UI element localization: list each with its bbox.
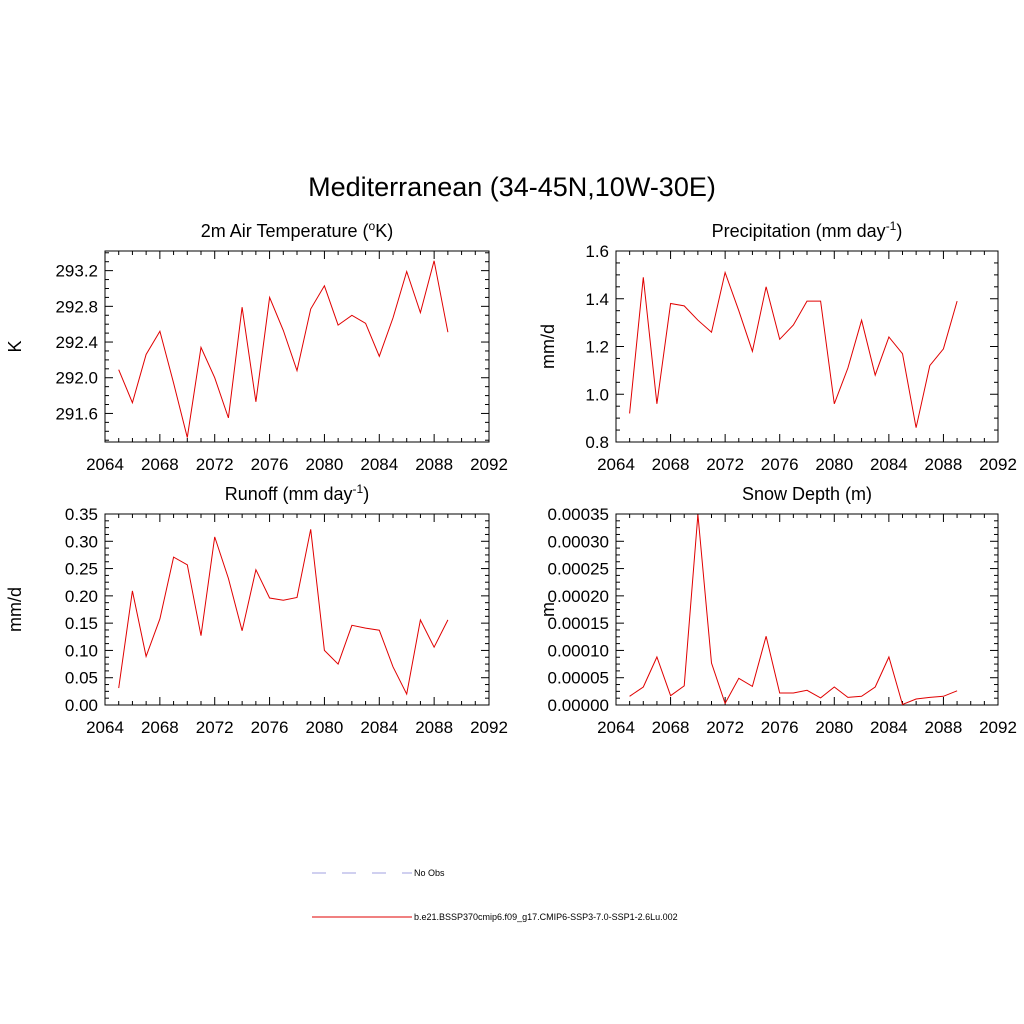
runoff-ytick-label: 0.05 [65,669,98,688]
precipitation-xtick-label: 2072 [706,455,744,474]
precipitation-ylabel: mm/d [538,324,558,369]
precipitation-title: Precipitation (mm day-1) [712,219,903,241]
runoff-frame [104,513,490,706]
runoff-ytick-label: 0.15 [65,614,98,633]
snow-depth-xtick-label: 2080 [815,718,853,737]
runoff-ytick-label: 0.00 [65,696,98,715]
snow-depth-ytick-label: 0.00030 [548,532,609,551]
runoff-xtick-label: 2092 [470,718,508,737]
runoff-xtick-label: 2072 [196,718,234,737]
snow-depth-xtick-label: 2084 [870,718,908,737]
snow-depth-ytick-label: 0.00000 [548,696,609,715]
snow-depth-ytick-label: 0.00035 [548,505,609,524]
precipitation-xtick-label: 2080 [815,455,853,474]
snow-depth-xtick-label: 2068 [652,718,690,737]
air-temperature-series-line [118,260,449,438]
air-temperature-xtick-label: 2072 [196,455,234,474]
main-title: Mediterranean (34-45N,10W-30E) [308,172,716,202]
air-temperature-panel: 2064 2068 2072 2076 2080 2084 2088 2092 291.6 292… [5,219,508,474]
runoff-xtick-label: 2088 [415,718,453,737]
snow-depth-ytick-label: 0.00020 [548,587,609,606]
air-temperature-ylabel: K [5,340,25,352]
snow-depth-ytick-label: 0.00025 [548,560,609,579]
precipitation-xtick-label: 2084 [870,455,908,474]
runoff-xtick-label: 2064 [86,718,124,737]
precipitation-panel: 2064 2068 2072 2076 2080 2084 2088 2092 0.8 1.0 1.… [538,219,1017,474]
precipitation-xtick-label: 2088 [925,455,963,474]
precipitation-xtick-label: 2092 [979,455,1017,474]
air-temperature-xtick-label: 2076 [251,455,289,474]
snow-depth-ytick-label: 0.00005 [548,669,609,688]
snow-depth-xtick-label: 2076 [761,718,799,737]
legend-label-model: b.e21.BSSP370cmip6.f09_g17.CMIP6-SSP3-7.… [414,912,678,922]
runoff-series-line [118,529,449,696]
air-temperature-ytick-label: 292.8 [55,297,98,316]
snow-depth-series-line [629,514,958,706]
snow-depth-panel: 2064 2068 2072 2076 2080 2084 2088 2092 0.00000 0… [538,484,1017,737]
runoff-xtick-label: 2084 [360,718,398,737]
air-temperature-xtick-label: 2088 [415,455,453,474]
legend: No Obs b.e21.BSSP370cmip6.f09_g17.CMIP6-… [312,868,678,922]
precipitation-ytick-label: 1.0 [585,385,609,404]
precipitation-xtick-label: 2076 [761,455,799,474]
air-temperature-title: 2m Air Temperature (oK) [201,219,393,241]
snow-depth-xtick-label: 2072 [706,718,744,737]
runoff-xtick-label: 2068 [141,718,179,737]
precipitation-ytick-label: 0.8 [585,433,609,452]
precipitation-frame [615,250,999,443]
precipitation-xtick-label: 2064 [597,455,635,474]
air-temperature-ytick-label: 292.0 [55,369,98,388]
runoff-ytick-label: 0.10 [65,641,98,660]
air-temperature-ytick-label: 293.2 [55,262,98,281]
runoff-ytick-label: 0.35 [65,505,98,524]
snow-depth-ytick-label: 0.00010 [548,641,609,660]
precipitation-ytick-label: 1.2 [585,338,609,357]
air-temperature-ytick-label: 291.6 [55,404,98,423]
snow-depth-xtick-label: 2092 [979,718,1017,737]
panels: 2064 2068 2072 2076 2080 2084 2088 2092 291.6 292… [5,219,1017,737]
snow-depth-frame [615,513,999,706]
snow-depth-ylabel: m [538,602,558,617]
runoff-ytick-label: 0.20 [65,587,98,606]
precipitation-ytick-label: 1.6 [585,242,609,261]
runoff-xtick-label: 2080 [306,718,344,737]
precipitation-series-line [629,270,958,428]
runoff-xtick-label: 2076 [251,718,289,737]
air-temperature-xtick-label: 2092 [470,455,508,474]
snow-depth-xtick-label: 2088 [925,718,963,737]
air-temperature-xtick-label: 2084 [360,455,398,474]
air-temperature-xtick-label: 2068 [141,455,179,474]
runoff-panel: 2064 2068 2072 2076 2080 2084 2088 2092 0.00 0.05… [5,482,508,737]
air-temperature-xtick-label: 2064 [86,455,124,474]
runoff-ylabel: mm/d [5,587,25,632]
air-temperature-xtick-label: 2080 [306,455,344,474]
air-temperature-ytick-label: 292.4 [55,333,98,352]
precipitation-xtick-label: 2068 [652,455,690,474]
runoff-title: Runoff (mm day-1) [225,482,369,504]
snow-depth-xtick-label: 2064 [597,718,635,737]
runoff-ytick-label: 0.25 [65,560,98,579]
legend-label-no-obs: No Obs [414,868,445,878]
snow-depth-title: Snow Depth (m) [742,484,872,504]
runoff-ytick-label: 0.30 [65,532,98,551]
snow-depth-ytick-label: 0.00015 [548,614,609,633]
air-temperature-frame [104,250,490,443]
precipitation-ytick-label: 1.4 [585,290,609,309]
